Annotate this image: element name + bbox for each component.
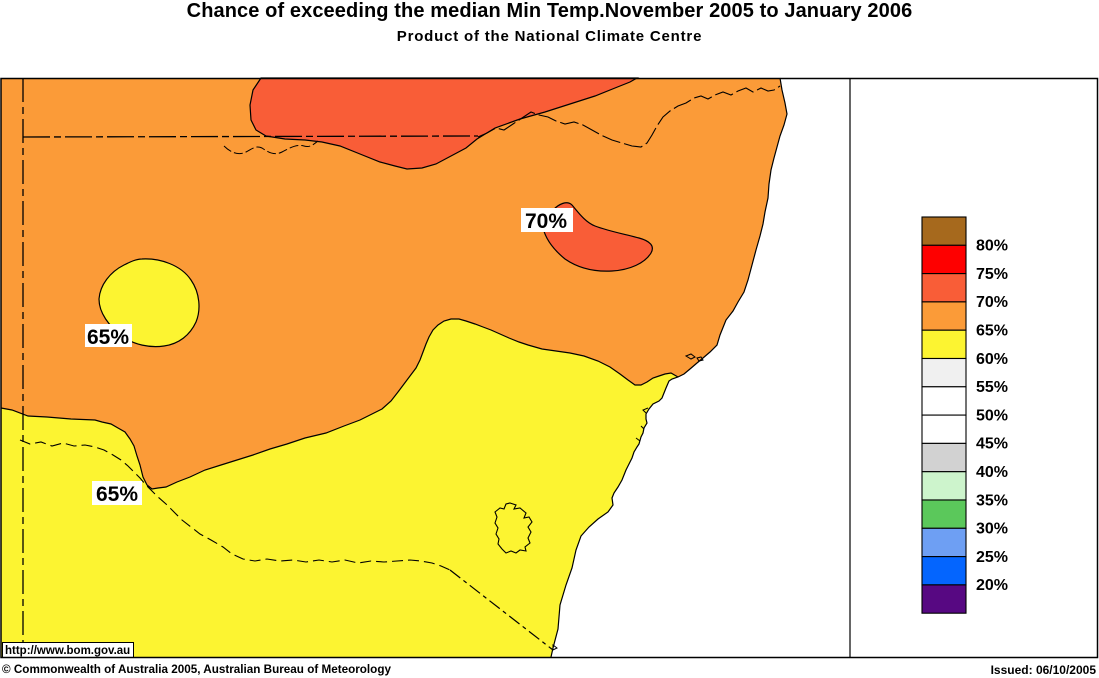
svg-text:30%: 30% (976, 521, 1008, 538)
svg-text:50%: 50% (976, 407, 1008, 424)
svg-text:65%: 65% (87, 326, 129, 349)
svg-text:http://www.bom.gov.au: http://www.bom.gov.au (5, 645, 130, 657)
svg-text:55%: 55% (976, 379, 1008, 396)
svg-text:60%: 60% (976, 351, 1008, 368)
svg-text:65%: 65% (976, 323, 1008, 340)
svg-text:20%: 20% (976, 577, 1008, 594)
svg-text:45%: 45% (976, 436, 1008, 453)
svg-text:65%: 65% (96, 483, 138, 506)
svg-text:70%: 70% (525, 210, 567, 233)
svg-text:35%: 35% (976, 492, 1008, 509)
svg-text:80%: 80% (976, 238, 1008, 255)
svg-text:75%: 75% (976, 266, 1008, 283)
svg-text:25%: 25% (976, 549, 1008, 566)
svg-text:70%: 70% (976, 294, 1008, 311)
svg-text:40%: 40% (976, 464, 1008, 481)
